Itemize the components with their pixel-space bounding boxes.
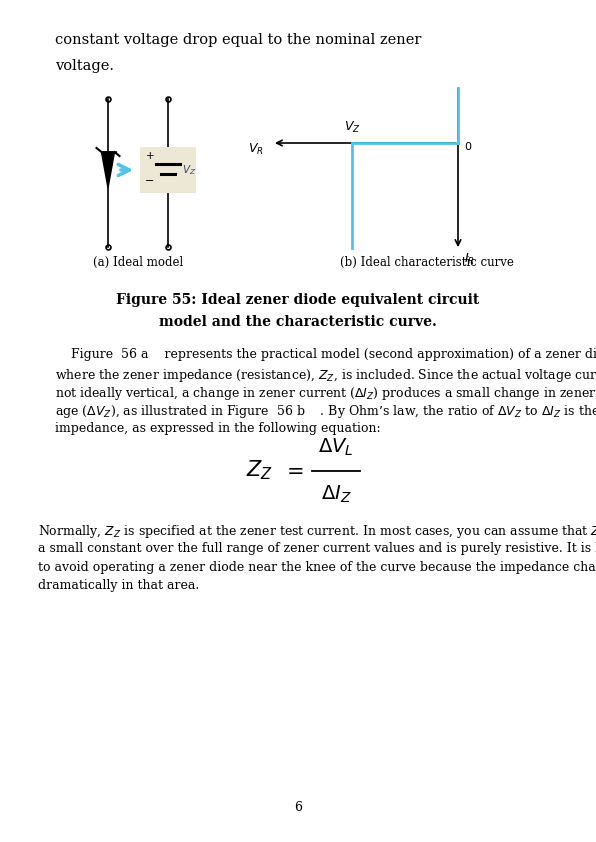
Text: constant voltage drop equal to the nominal zener: constant voltage drop equal to the nomin…: [55, 33, 421, 47]
Text: impedance, as expressed in the following equation:: impedance, as expressed in the following…: [55, 422, 381, 435]
Text: model and the characteristic curve.: model and the characteristic curve.: [159, 315, 437, 329]
Polygon shape: [101, 152, 114, 188]
Text: Figure 55: Ideal zener diode equivalent circuit: Figure 55: Ideal zener diode equivalent …: [116, 293, 480, 307]
Text: (b) Ideal characteristic curve: (b) Ideal characteristic curve: [340, 256, 514, 269]
Text: not ideally vertical, a change in zener current ($\Delta I_Z$) produces a small : not ideally vertical, a change in zener …: [55, 385, 596, 402]
Text: $I_R$: $I_R$: [464, 252, 475, 267]
Text: where the zener impedance (resistance), $Z_Z$, is included. Since the actual vol: where the zener impedance (resistance), …: [55, 366, 596, 383]
Text: 6: 6: [294, 801, 302, 814]
Text: $\Delta I_Z$: $\Delta I_Z$: [321, 483, 351, 505]
Text: −: −: [145, 176, 155, 186]
Text: a small constant over the full range of zener current values and is purely resis: a small constant over the full range of …: [38, 542, 596, 555]
Text: dramatically in that area.: dramatically in that area.: [38, 579, 199, 592]
Text: (a) Ideal model: (a) Ideal model: [93, 256, 183, 269]
Text: to avoid operating a zener diode near the knee of the curve because the impedanc: to avoid operating a zener diode near th…: [38, 561, 596, 573]
Text: $Z_Z$: $Z_Z$: [247, 459, 274, 482]
Text: 0: 0: [464, 142, 471, 152]
Text: $V_Z$: $V_Z$: [344, 120, 361, 135]
Text: Normally, $Z_Z$ is specified at the zener test current. In most cases, you can a: Normally, $Z_Z$ is specified at the zene…: [38, 524, 596, 541]
Text: $\Delta V_L$: $\Delta V_L$: [318, 436, 354, 457]
Text: age ($\Delta V_Z$), as illustrated in Figure  56 b    . By Ohm’s law, the ratio : age ($\Delta V_Z$), as illustrated in Fi…: [55, 403, 596, 420]
Text: voltage.: voltage.: [55, 59, 114, 73]
FancyBboxPatch shape: [140, 147, 196, 193]
Text: $V_R$: $V_R$: [248, 142, 264, 157]
Text: $=$: $=$: [283, 461, 304, 480]
Text: Figure  56 a    represents the practical model (second approximation) of a zener: Figure 56 a represents the practical mod…: [55, 348, 596, 361]
Text: +: +: [145, 151, 154, 161]
Text: $V_Z$: $V_Z$: [182, 163, 196, 177]
